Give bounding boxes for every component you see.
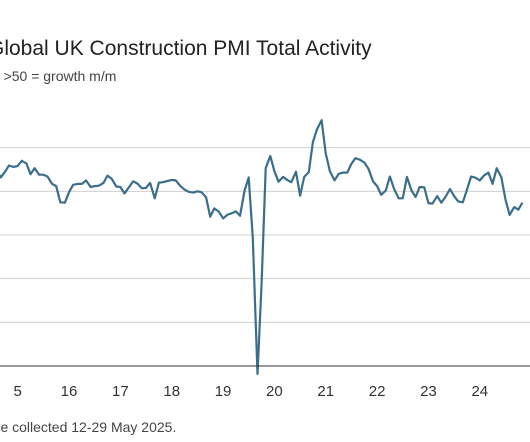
- series-line-group: [0, 119, 524, 375]
- x-tick-label: 21: [317, 383, 334, 400]
- x-tick-label: 19: [215, 383, 232, 400]
- x-tick-label: 16: [61, 383, 78, 400]
- x-tick-label: 23: [420, 383, 437, 400]
- x-tick-label: 17: [112, 383, 129, 400]
- series-line: [0, 119, 524, 375]
- x-tick-label: 22: [369, 383, 386, 400]
- gridlines: [0, 147, 530, 323]
- footnote: ere collected 12-29 May 2025.: [0, 419, 177, 435]
- x-tick-label: 24: [471, 383, 488, 400]
- chart-title: Global UK Construction PMI Total Activit…: [0, 37, 372, 60]
- x-tick-label: 18: [163, 383, 180, 400]
- x-tick-label: 20: [266, 383, 283, 400]
- chart-subtitle: a, >50 = growth m/m: [0, 68, 117, 84]
- x-axis: 5 16 17 18 19 20 21 22 23 24: [0, 365, 530, 400]
- x-tick-label: 5: [14, 383, 22, 400]
